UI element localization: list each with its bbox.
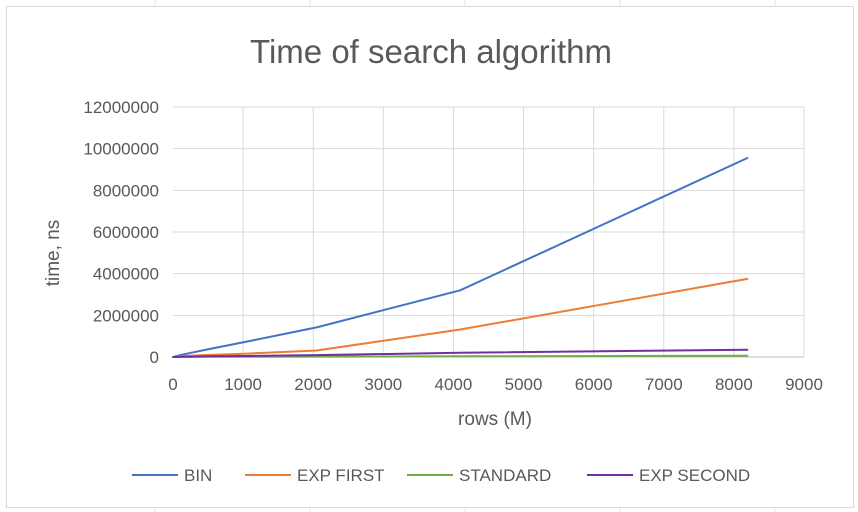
y-tick-label: 8000000 bbox=[93, 181, 159, 200]
legend-label: BIN bbox=[184, 466, 212, 485]
x-tick-label: 4000 bbox=[435, 375, 473, 394]
y-tick-label: 0 bbox=[150, 348, 159, 367]
legend-item-exp-first: EXP FIRST bbox=[245, 466, 385, 485]
x-axis-tick-labels: 0 1000 2000 3000 4000 5000 6000 7000 8000 9000 bbox=[168, 375, 823, 394]
y-tick-label: 4000000 bbox=[93, 265, 159, 284]
x-tick-label: 1000 bbox=[224, 375, 262, 394]
gridlines bbox=[173, 106, 805, 357]
legend-item-standard: STANDARD bbox=[407, 466, 551, 485]
x-tick-label: 7000 bbox=[645, 375, 683, 394]
x-tick-label: 2000 bbox=[294, 375, 332, 394]
y-tick-label: 10000000 bbox=[83, 140, 159, 159]
legend-label: EXP FIRST bbox=[297, 466, 385, 485]
x-tick-label: 9000 bbox=[785, 375, 823, 394]
legend-label: STANDARD bbox=[459, 466, 551, 485]
y-tick-label: 6000000 bbox=[93, 223, 159, 242]
y-axis-title: time, ns bbox=[43, 220, 64, 287]
legend-item-exp-second: EXP SECOND bbox=[587, 466, 750, 485]
x-tick-label: 5000 bbox=[505, 375, 543, 394]
y-tick-label: 2000000 bbox=[93, 306, 159, 325]
legend-item-bin: BIN bbox=[132, 466, 212, 485]
x-tick-label: 0 bbox=[168, 375, 177, 394]
x-tick-label: 6000 bbox=[575, 375, 613, 394]
series-lines bbox=[172, 157, 749, 358]
chart-title: Time of search algorithm bbox=[250, 33, 612, 70]
chart-area[interactable]: Time of search algorithm 0 2000000 4000000… bbox=[6, 6, 854, 508]
x-tick-label: 8000 bbox=[715, 375, 753, 394]
legend: BIN EXP FIRST STANDARD EXP SECOND bbox=[132, 466, 750, 485]
series-line-exp-second bbox=[172, 348, 749, 358]
y-axis-tick-labels: 0 2000000 4000000 6000000 8000000 10000000 120… bbox=[83, 98, 159, 367]
y-tick-label: 12000000 bbox=[83, 98, 159, 117]
series-line-bin bbox=[172, 157, 749, 358]
x-axis-title: rows (M) bbox=[458, 409, 532, 430]
line-chart: Time of search algorithm 0 2000000 4000000… bbox=[43, 33, 823, 485]
x-tick-label: 3000 bbox=[364, 375, 402, 394]
legend-label: EXP SECOND bbox=[639, 466, 750, 485]
